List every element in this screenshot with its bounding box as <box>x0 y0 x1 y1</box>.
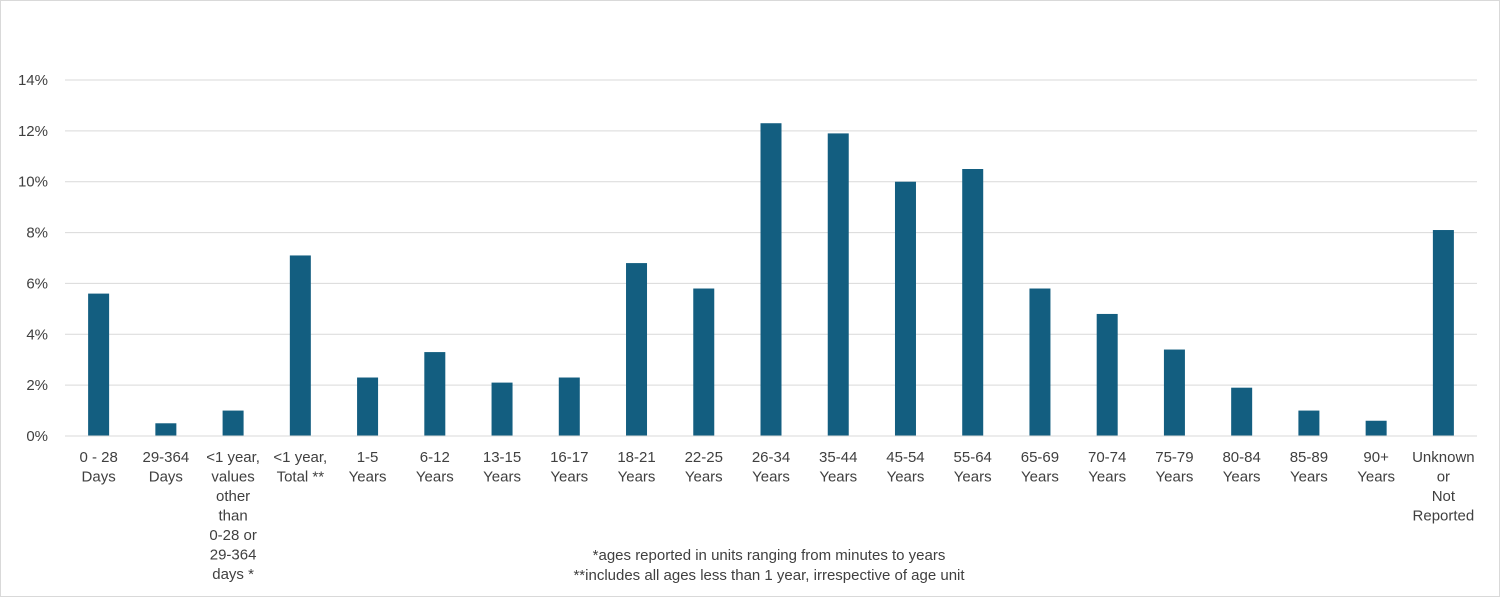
category-label: 0 - 28 Days <box>79 449 117 486</box>
category-label: <1 year, Total ** <box>273 449 327 486</box>
category-label: 90+ Years <box>1357 449 1395 486</box>
bar <box>693 288 715 436</box>
bar <box>1231 387 1253 436</box>
bar <box>424 352 446 436</box>
bar <box>1029 288 1051 436</box>
category-label: <1 year, values other than 0-28 or 29-364 days… <box>206 449 260 583</box>
bar <box>491 382 513 436</box>
category-label: 45-54 Years <box>886 449 924 486</box>
category-label: 22-25 Years <box>685 449 723 486</box>
y-tick-label: 6% <box>26 275 48 292</box>
bar <box>760 123 782 436</box>
bars <box>88 123 1454 436</box>
footnotes: *ages reported in units ranging from min… <box>573 547 965 584</box>
bar <box>1432 230 1454 436</box>
category-label: 75-79 Years <box>1155 449 1193 486</box>
y-tick-label: 14% <box>18 72 48 89</box>
category-label: 85-89 Years <box>1290 449 1328 486</box>
bar <box>1298 410 1320 436</box>
bar <box>827 133 849 436</box>
y-tick-labels: 0% 2% 4% 6% 8% 10% 12% 14% <box>18 72 48 445</box>
y-tick-label: 8% <box>26 225 48 242</box>
y-tick-label: 4% <box>26 326 48 343</box>
bar <box>289 255 311 436</box>
y-tick-label: 2% <box>26 377 48 394</box>
footnote-2: **includes all ages less than 1 year, ir… <box>573 567 965 584</box>
bar <box>88 293 110 436</box>
category-label: 1-5 Years <box>349 449 387 486</box>
y-tick-label: 10% <box>18 174 48 191</box>
category-label: 55-64 Years <box>954 449 992 486</box>
bar <box>222 410 244 436</box>
category-label: 26-34 Years <box>752 449 790 486</box>
category-label: 13-15 Years <box>483 449 521 486</box>
bar <box>155 423 177 436</box>
bar <box>558 377 580 436</box>
category-labels: 0 - 28 Days 29-364 Days <1 year, values other t… <box>79 449 1474 583</box>
bar <box>962 169 984 436</box>
category-label: 65-69 Years <box>1021 449 1059 486</box>
category-label: 18-21 Years <box>617 449 655 486</box>
category-label: 70-74 Years <box>1088 449 1126 486</box>
category-label: 16-17 Years <box>550 449 588 486</box>
category-label: Unknown or Not Reported <box>1412 449 1475 525</box>
bar <box>894 181 916 436</box>
bar <box>357 377 379 436</box>
category-label: 6-12 Years <box>416 449 454 486</box>
y-tick-label: 0% <box>26 428 48 445</box>
bar <box>626 263 648 436</box>
category-label: 35-44 Years <box>819 449 857 486</box>
category-label: 29-364 Days <box>142 449 189 486</box>
y-tick-label: 12% <box>18 123 48 140</box>
category-label: 80-84 Years <box>1222 449 1260 486</box>
footnote-1: *ages reported in units ranging from min… <box>593 547 946 564</box>
bar <box>1365 420 1387 436</box>
bar <box>1163 349 1185 436</box>
bar <box>1096 313 1118 436</box>
